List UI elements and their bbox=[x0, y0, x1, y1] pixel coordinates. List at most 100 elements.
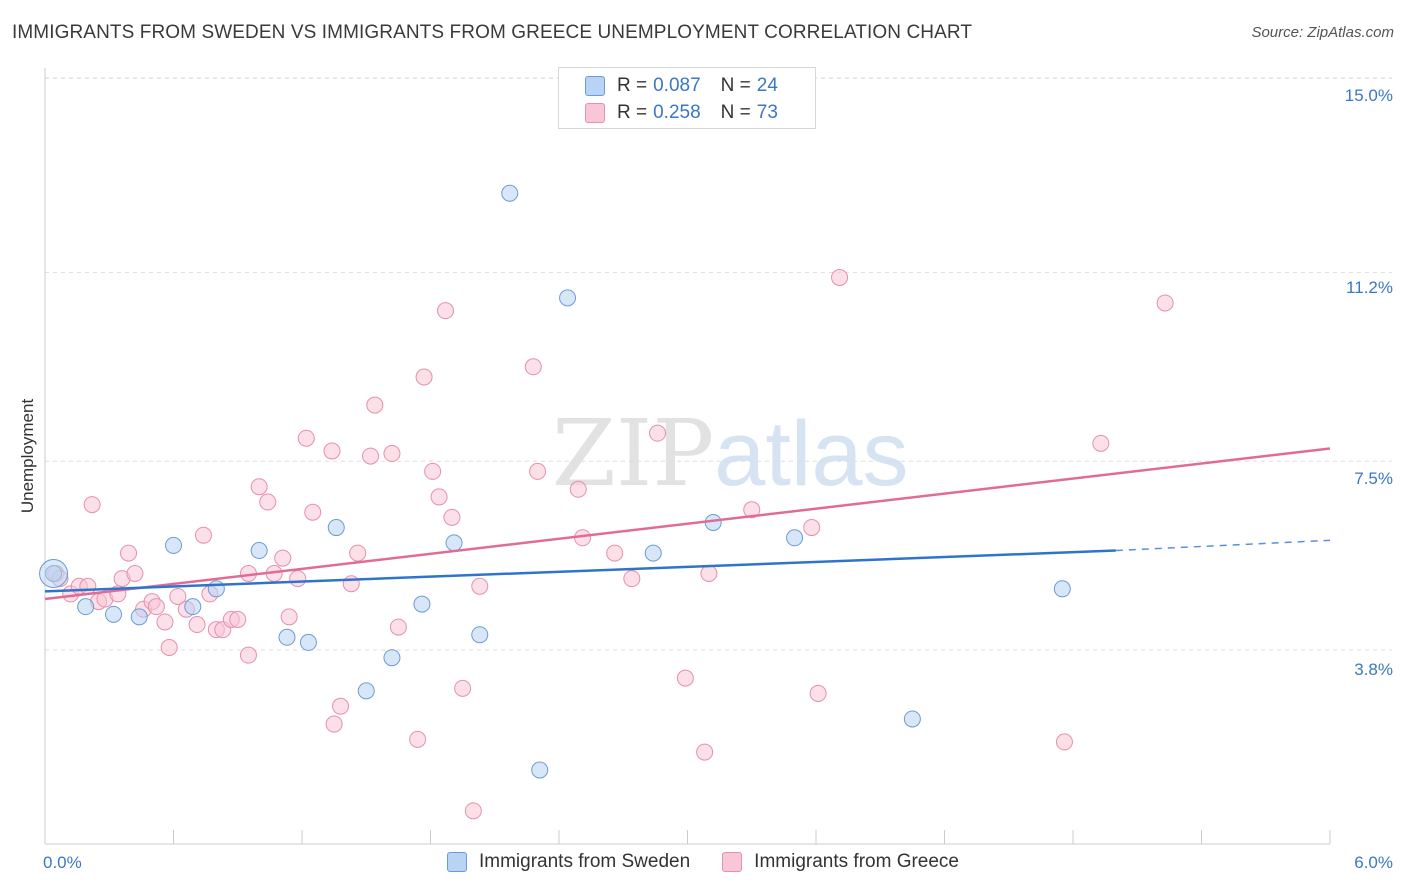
sweden-point bbox=[207, 580, 225, 598]
r-label: R = bbox=[617, 75, 648, 96]
x-tick-label: 0.0% bbox=[43, 853, 82, 872]
greece-point bbox=[409, 730, 427, 748]
n-label: N = bbox=[720, 102, 751, 123]
sweden-point bbox=[559, 289, 577, 307]
greece-point bbox=[743, 501, 761, 519]
greece-point bbox=[831, 268, 849, 286]
sweden-trend-extension bbox=[1115, 539, 1331, 552]
greece-point bbox=[289, 570, 307, 588]
greece-point bbox=[809, 684, 827, 702]
legend-row-sweden: R = 0.087 N = 24 bbox=[585, 73, 778, 99]
greece-point bbox=[250, 478, 268, 496]
greece-point bbox=[443, 508, 461, 526]
greece-point bbox=[529, 462, 547, 480]
sweden-swatch bbox=[585, 76, 605, 96]
sweden-point bbox=[471, 626, 489, 644]
greece-point bbox=[803, 519, 821, 537]
n-label: N = bbox=[720, 75, 751, 96]
greece-point bbox=[126, 564, 144, 582]
y-tick-label: 3.8% bbox=[1354, 660, 1393, 679]
sweden-point bbox=[531, 761, 549, 779]
greece-point bbox=[194, 526, 212, 544]
legend-series: Immigrants from Sweden Immigrants from G… bbox=[0, 851, 1406, 873]
greece-point bbox=[623, 570, 641, 588]
greece-point bbox=[1055, 733, 1073, 751]
greece-point bbox=[676, 669, 694, 687]
legend-stats: R = 0.087 N = 24 R = 0.258 N = 73 bbox=[558, 67, 816, 129]
n-value: 24 bbox=[756, 75, 778, 96]
watermark-atlas: atlas bbox=[714, 403, 909, 505]
greece-point bbox=[79, 577, 97, 595]
sweden-point bbox=[786, 529, 804, 547]
greece-point bbox=[524, 358, 542, 376]
sweden-swatch bbox=[446, 852, 467, 872]
greece-point bbox=[280, 608, 298, 626]
greece-point bbox=[436, 302, 454, 320]
greece-point bbox=[325, 715, 343, 733]
sweden-point bbox=[327, 519, 345, 537]
greece-point bbox=[229, 610, 247, 628]
greece-point bbox=[342, 575, 360, 593]
greece-point bbox=[362, 447, 380, 465]
sweden-point bbox=[357, 682, 375, 700]
greece-point bbox=[156, 613, 174, 631]
greece-point bbox=[389, 618, 407, 636]
greece-swatch bbox=[585, 103, 605, 123]
sweden-point bbox=[644, 544, 662, 562]
greece-point bbox=[649, 424, 667, 442]
greece-point bbox=[366, 396, 384, 414]
legend-label-greece: Immigrants from Greece bbox=[754, 851, 959, 872]
n-value: 73 bbox=[756, 102, 778, 123]
sweden-point bbox=[383, 649, 401, 667]
sweden-point bbox=[903, 710, 921, 728]
y-tick-label: 7.5% bbox=[1354, 469, 1393, 488]
sweden-point bbox=[501, 184, 519, 202]
legend-label-sweden: Immigrants from Sweden bbox=[478, 851, 691, 872]
sweden-point bbox=[278, 628, 296, 646]
sweden-point bbox=[250, 542, 268, 560]
sweden-point bbox=[299, 633, 317, 651]
greece-point bbox=[606, 544, 624, 562]
greece-point bbox=[160, 639, 178, 656]
greece-point bbox=[188, 616, 206, 634]
sweden-point bbox=[105, 605, 123, 623]
greece-point bbox=[323, 442, 341, 460]
sweden-point bbox=[445, 534, 463, 552]
sweden-point bbox=[1053, 580, 1071, 598]
greece-point bbox=[696, 743, 714, 761]
greece-point bbox=[169, 587, 187, 605]
greece-point bbox=[383, 445, 401, 463]
greece-point bbox=[464, 802, 482, 820]
greece-point bbox=[1092, 434, 1110, 452]
greece-point bbox=[332, 697, 350, 715]
greece-point bbox=[147, 598, 165, 616]
greece-swatch bbox=[722, 852, 743, 872]
sweden-point bbox=[130, 608, 148, 626]
greece-point bbox=[1156, 294, 1174, 312]
sweden-cluster-point bbox=[39, 558, 69, 588]
greece-point bbox=[83, 496, 101, 514]
legend-row-greece: R = 0.258 N = 73 bbox=[585, 100, 778, 126]
y-tick-label: 15.0% bbox=[1344, 86, 1393, 105]
greece-point bbox=[569, 480, 587, 498]
x-tick-label: 6.0% bbox=[1354, 853, 1393, 872]
greece-trend-line bbox=[44, 447, 1331, 601]
greece-point bbox=[700, 564, 718, 582]
greece-point bbox=[430, 488, 448, 506]
y-tick-label: 11.2% bbox=[1346, 278, 1393, 297]
greece-point bbox=[297, 429, 315, 447]
sweden-trend-line bbox=[44, 549, 1116, 593]
source-label: Source: ZipAtlas.com bbox=[1251, 24, 1394, 41]
chart-title: IMMIGRANTS FROM SWEDEN VS IMMIGRANTS FRO… bbox=[12, 22, 973, 43]
sweden-point bbox=[184, 598, 202, 616]
sweden-point bbox=[413, 595, 431, 613]
sweden-point bbox=[77, 598, 95, 616]
greece-point bbox=[415, 368, 433, 386]
r-label: R = bbox=[617, 102, 648, 123]
greece-point bbox=[424, 462, 442, 480]
greece-point bbox=[454, 679, 472, 697]
greece-point bbox=[304, 503, 322, 521]
greece-point bbox=[120, 544, 138, 562]
legend-item-sweden: Immigrants from Sweden bbox=[446, 851, 691, 873]
